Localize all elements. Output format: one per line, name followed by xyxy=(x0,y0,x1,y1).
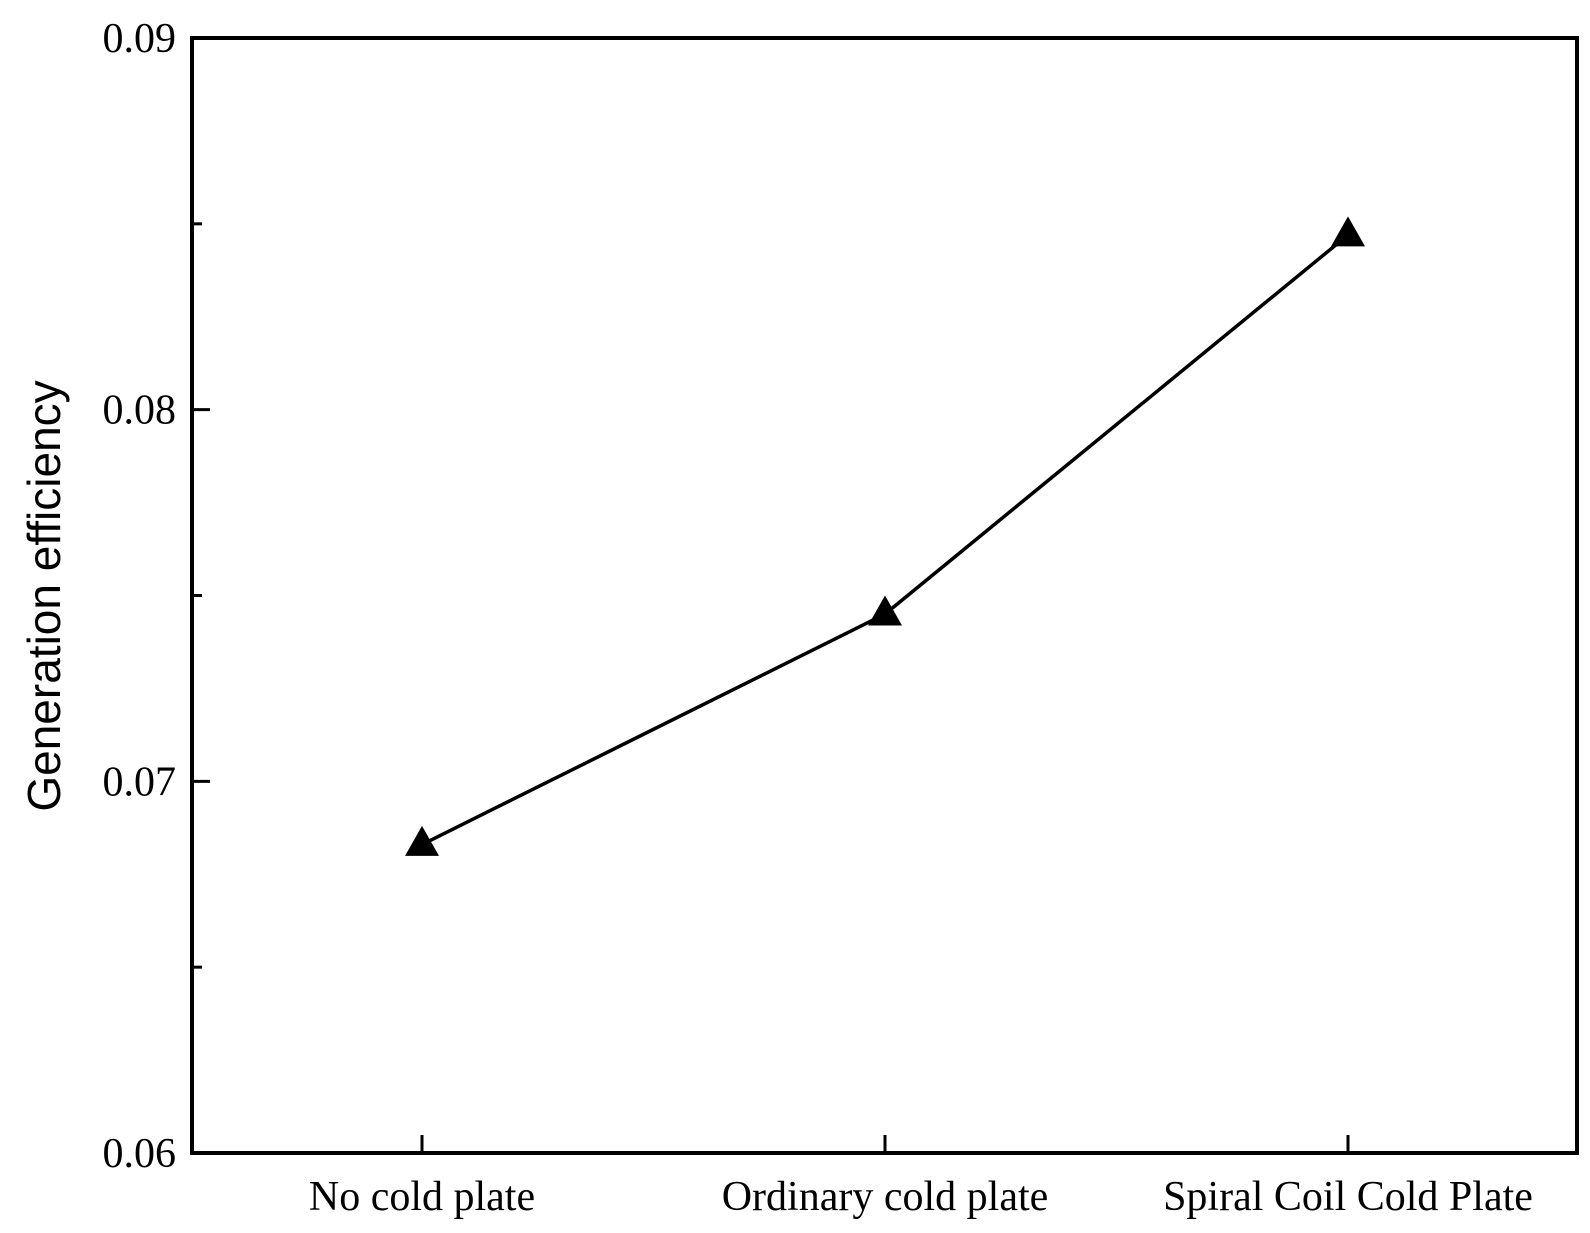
x-axis: No cold plate Ordinary cold plate Spiral C… xyxy=(309,1135,1533,1220)
series-layer xyxy=(405,216,1365,856)
y-tick-label: 0.08 xyxy=(103,388,177,434)
data-point-triangle xyxy=(405,825,439,856)
data-point-triangle xyxy=(868,595,902,626)
data-point-triangle xyxy=(1331,216,1365,247)
y-tick-label: 0.07 xyxy=(103,759,177,805)
y-tick-label: 0.09 xyxy=(103,16,177,62)
y-tick-label: 0.06 xyxy=(103,1131,177,1177)
x-tick-label: Ordinary cold plate xyxy=(722,1174,1049,1220)
x-tick-label: Spiral Coil Cold Plate xyxy=(1163,1174,1533,1220)
y-axis: 0.06 0.07 0.08 0.09 xyxy=(103,16,210,1177)
y-axis-title: Generation efficiency xyxy=(18,380,70,811)
x-tick-label: No cold plate xyxy=(309,1174,535,1220)
